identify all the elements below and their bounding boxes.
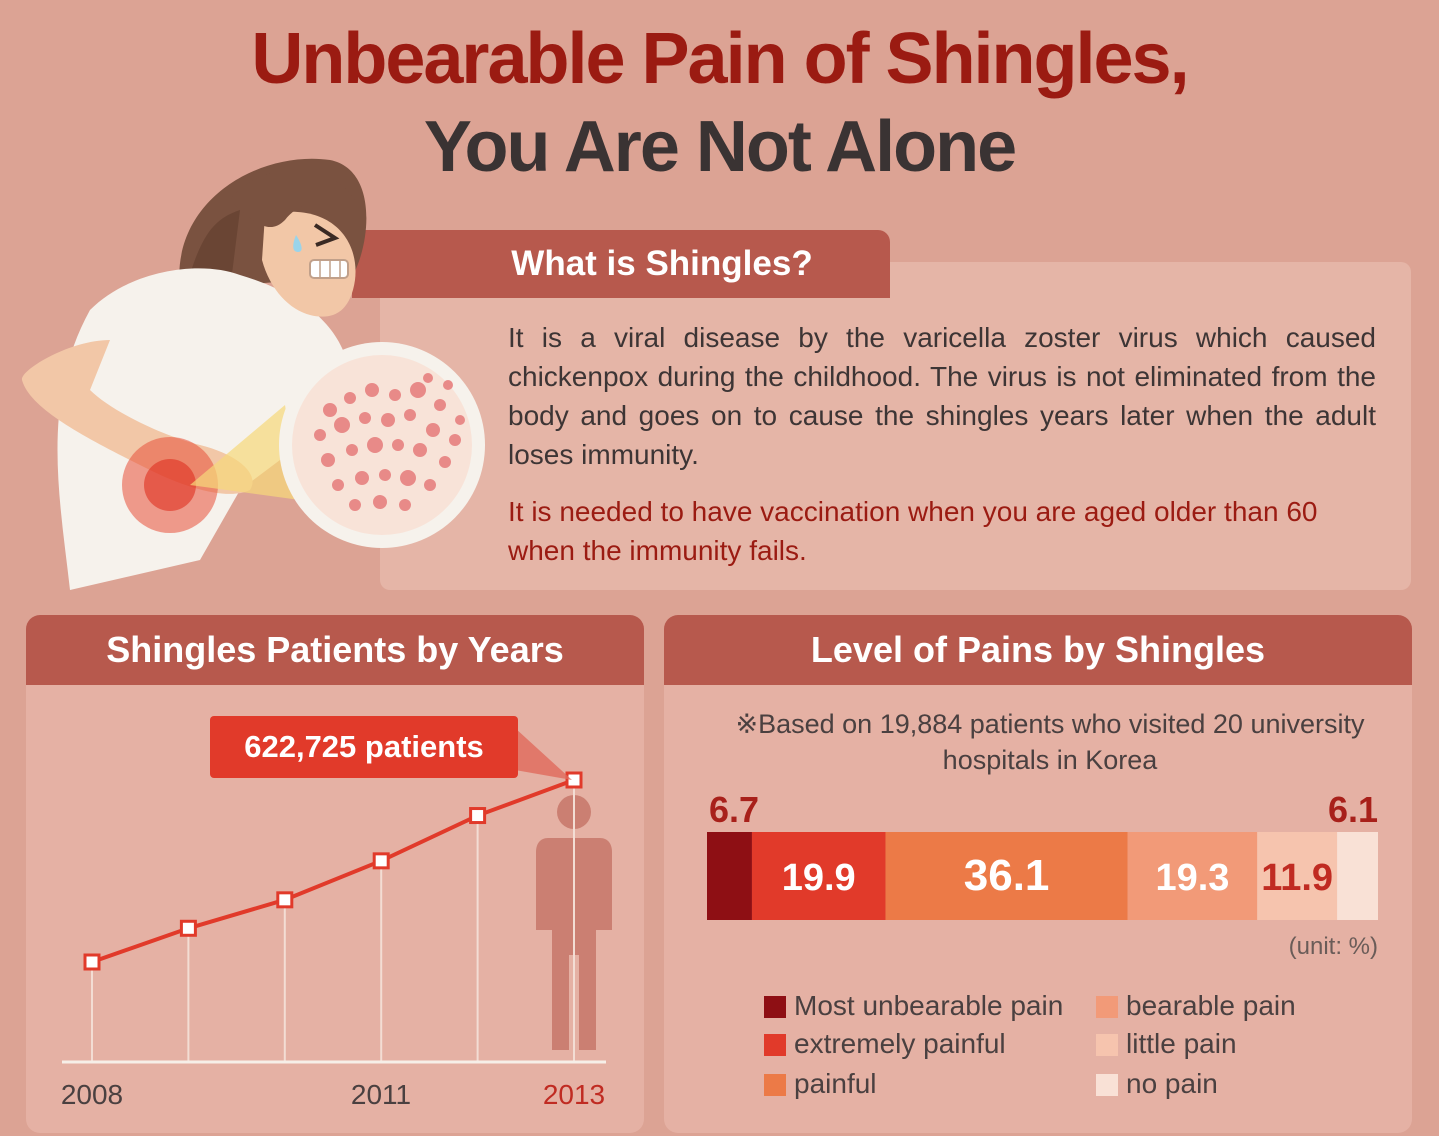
what-is-header [352, 230, 890, 298]
patients-by-years-panel: Shingles Patients by Years [26, 615, 644, 1133]
legend-painful: painful [764, 1068, 877, 1100]
what-is-description: It is a viral disease by the varicella z… [508, 322, 1376, 470]
what-is-title: What is Shingles? [511, 244, 813, 283]
vaccination-note: It is needed to have vaccination when yo… [508, 496, 1318, 566]
what-is-box [380, 262, 1411, 590]
main-title-line1: Unbearable Pain of Shingles, [251, 19, 1189, 99]
patients-by-years-title: Shingles Patients by Years [26, 615, 644, 685]
legend-bearable: bearable pain [1096, 990, 1296, 1022]
survey-note: ※Based on 19,884 patients who visited 20… [735, 709, 1365, 775]
legend-extremely-painful: extremely painful [764, 1028, 1006, 1060]
main-title-line2: You Are Not Alone [423, 107, 1017, 187]
pain-level-title: Level of Pains by Shingles [664, 615, 1412, 685]
woman-in-pain-illustration [21, 158, 485, 590]
legend-most-unbearable: Most unbearable pain [764, 990, 1063, 1022]
legend-no-pain: no pain [1096, 1068, 1218, 1100]
legend-little: little pain [1096, 1028, 1237, 1060]
